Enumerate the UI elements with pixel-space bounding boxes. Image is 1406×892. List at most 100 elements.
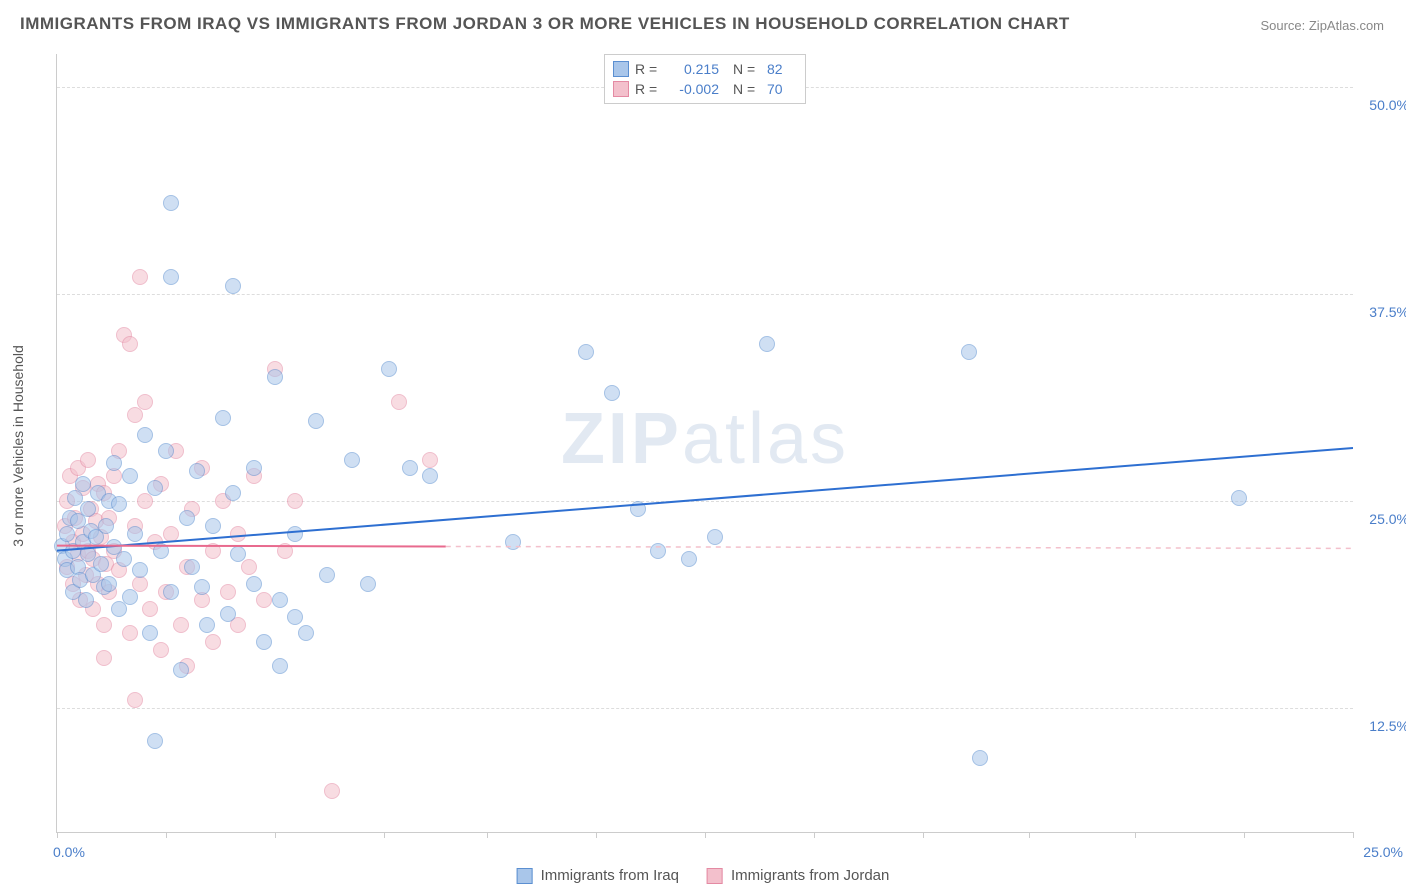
legend-swatch <box>613 81 629 97</box>
x-tick <box>384 832 385 838</box>
scatter-point <box>116 551 132 567</box>
scatter-point <box>80 452 96 468</box>
source-attribution: Source: ZipAtlas.com <box>1260 18 1384 33</box>
x-tick <box>1029 832 1030 838</box>
legend-row: R =-0.002N =70 <box>613 79 797 99</box>
scatter-point <box>75 476 91 492</box>
scatter-point <box>127 407 143 423</box>
legend-item: Immigrants from Jordan <box>707 867 889 884</box>
scatter-point <box>308 413 324 429</box>
legend-swatch <box>517 868 533 884</box>
scatter-point <box>199 617 215 633</box>
n-label: N = <box>733 79 761 99</box>
scatter-point <box>215 410 231 426</box>
chart-plot-area: ZIPatlas R =0.215N =82R =-0.002N =70 12.… <box>56 54 1353 833</box>
scatter-point <box>272 592 288 608</box>
y-tick-label: 12.5% <box>1359 718 1406 734</box>
legend-swatch <box>613 61 629 77</box>
r-value: 0.215 <box>669 59 719 79</box>
scatter-point <box>111 496 127 512</box>
scatter-point <box>230 546 246 562</box>
scatter-point <box>505 534 521 550</box>
gridline <box>57 708 1353 709</box>
scatter-point <box>93 556 109 572</box>
scatter-point <box>360 576 376 592</box>
scatter-point <box>137 427 153 443</box>
scatter-point <box>127 692 143 708</box>
scatter-point <box>324 783 340 799</box>
scatter-point <box>225 485 241 501</box>
scatter-point <box>319 567 335 583</box>
gridline <box>57 294 1353 295</box>
scatter-point <box>205 634 221 650</box>
scatter-point <box>78 592 94 608</box>
legend-swatch <box>707 868 723 884</box>
scatter-point <box>256 634 272 650</box>
scatter-point <box>163 269 179 285</box>
scatter-point <box>173 662 189 678</box>
x-tick-label: 25.0% <box>1363 844 1403 860</box>
scatter-point <box>189 463 205 479</box>
scatter-point <box>681 551 697 567</box>
correlation-legend: R =0.215N =82R =-0.002N =70 <box>604 54 806 104</box>
trend-line-extension <box>446 546 1353 548</box>
scatter-point <box>272 658 288 674</box>
scatter-point <box>59 526 75 542</box>
scatter-point <box>344 452 360 468</box>
scatter-point <box>287 526 303 542</box>
scatter-point <box>101 576 117 592</box>
scatter-point <box>578 344 594 360</box>
scatter-point <box>287 609 303 625</box>
scatter-point <box>137 394 153 410</box>
scatter-point <box>163 195 179 211</box>
scatter-point <box>1231 490 1247 506</box>
scatter-point <box>422 452 438 468</box>
trend-lines-layer <box>57 54 1353 832</box>
scatter-point <box>256 592 272 608</box>
series-legend: Immigrants from IraqImmigrants from Jord… <box>517 867 890 884</box>
scatter-point <box>391 394 407 410</box>
scatter-point <box>142 601 158 617</box>
y-tick-label: 25.0% <box>1359 511 1406 527</box>
x-tick <box>1244 832 1245 838</box>
x-tick <box>275 832 276 838</box>
scatter-point <box>122 625 138 641</box>
scatter-point <box>381 361 397 377</box>
scatter-point <box>267 369 283 385</box>
scatter-point <box>225 278 241 294</box>
scatter-point <box>650 543 666 559</box>
chart-title: IMMIGRANTS FROM IRAQ VS IMMIGRANTS FROM … <box>20 14 1070 34</box>
x-tick <box>57 832 58 838</box>
scatter-point <box>972 750 988 766</box>
x-tick-label: 0.0% <box>53 844 85 860</box>
scatter-point <box>402 460 418 476</box>
scatter-point <box>122 468 138 484</box>
scatter-point <box>147 733 163 749</box>
scatter-point <box>759 336 775 352</box>
scatter-point <box>246 460 262 476</box>
scatter-point <box>220 584 236 600</box>
scatter-point <box>137 493 153 509</box>
x-tick <box>705 832 706 838</box>
x-tick <box>1353 832 1354 838</box>
n-label: N = <box>733 59 761 79</box>
scatter-point <box>194 579 210 595</box>
scatter-point <box>422 468 438 484</box>
scatter-point <box>122 589 138 605</box>
y-tick-label: 37.5% <box>1359 304 1406 320</box>
r-value: -0.002 <box>669 79 719 99</box>
scatter-point <box>163 584 179 600</box>
scatter-point <box>163 526 179 542</box>
n-value: 70 <box>767 79 797 99</box>
y-axis-label: 3 or more Vehicles in Household <box>10 345 26 547</box>
scatter-point <box>961 344 977 360</box>
scatter-point <box>179 510 195 526</box>
scatter-point <box>205 543 221 559</box>
x-tick <box>923 832 924 838</box>
scatter-point <box>173 617 189 633</box>
scatter-point <box>298 625 314 641</box>
scatter-point <box>230 526 246 542</box>
n-value: 82 <box>767 59 797 79</box>
x-tick <box>1135 832 1136 838</box>
scatter-point <box>220 606 236 622</box>
